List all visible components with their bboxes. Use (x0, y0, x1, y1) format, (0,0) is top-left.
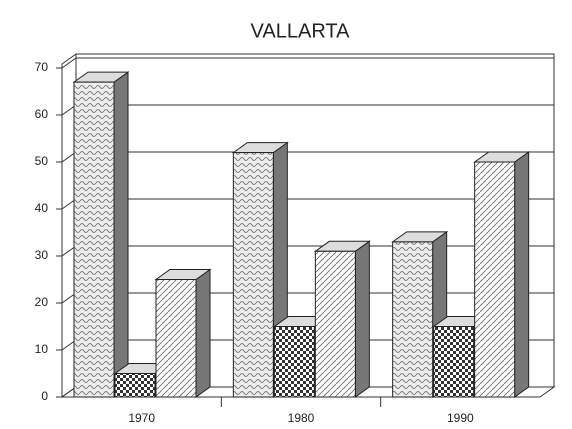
bar (73, 81, 115, 398)
y-tick-label: 10 (35, 342, 49, 356)
bar-side (514, 151, 530, 398)
bar (392, 241, 434, 398)
y-tick-label: 70 (35, 60, 49, 74)
bar (474, 161, 516, 398)
y-tick-label: 20 (35, 295, 49, 309)
x-tick-label: 1970 (128, 411, 155, 425)
bar (114, 373, 156, 398)
bar-side (354, 240, 370, 398)
bar-side (195, 268, 211, 398)
y-tick-label: 60 (35, 107, 49, 121)
bar (314, 250, 356, 398)
bar (232, 152, 274, 398)
y-tick-label: 40 (35, 201, 49, 215)
bar (433, 326, 475, 398)
bar (273, 326, 315, 398)
x-tick-label: 1990 (447, 411, 474, 425)
left-wall-top (61, 53, 77, 65)
bar (155, 279, 197, 398)
y-tick-label: 0 (41, 389, 48, 403)
bar-side (113, 71, 129, 398)
x-tick-label: 1980 (288, 411, 315, 425)
y-tick-label: 50 (35, 154, 49, 168)
chart-title: VALLARTA (251, 20, 351, 42)
grid-line (61, 57, 77, 69)
y-tick-label: 30 (35, 248, 49, 262)
